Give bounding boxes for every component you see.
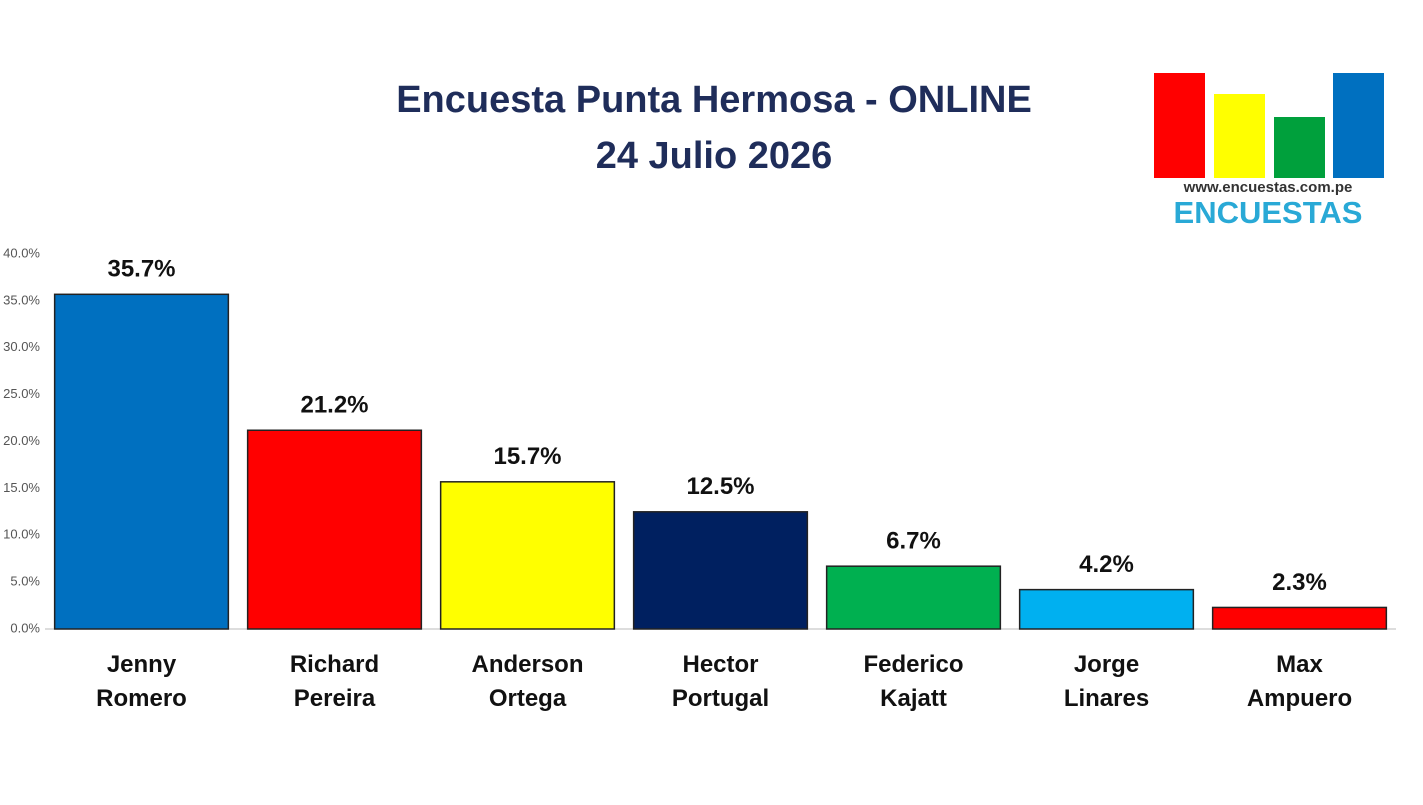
bar — [632, 511, 809, 630]
logo-bar — [1274, 117, 1325, 178]
value-label: 15.7% — [493, 443, 561, 470]
bar — [1018, 588, 1195, 630]
x-tick-label: Max Ampuero — [1246, 651, 1353, 712]
y-tick-label: 15.0% — [3, 480, 40, 495]
value-label: 35.7% — [107, 256, 175, 283]
chart-subtitle: 24 Julio 2026 — [596, 135, 833, 177]
y-tick-label: 20.0% — [3, 433, 40, 448]
y-tick-label: 40.0% — [3, 245, 40, 260]
y-tick-label: 0.0% — [10, 620, 40, 635]
bar — [1211, 606, 1388, 630]
value-label: 21.2% — [300, 392, 368, 419]
logo: www.encuestas.com.pe ENCUESTAS — [1154, 73, 1384, 230]
bar — [246, 429, 423, 630]
value-label: 12.5% — [686, 473, 754, 500]
logo-url: www.encuestas.com.pe — [1183, 179, 1353, 196]
y-tick-label: 30.0% — [3, 339, 40, 354]
value-label: 4.2% — [1079, 551, 1134, 578]
x-tick-label: Hector Portugal — [671, 651, 770, 712]
chart-title: Encuesta Punta Hermosa - ONLINE — [396, 79, 1032, 121]
value-label: 6.7% — [886, 528, 941, 555]
logo-name: ENCUESTAS — [1174, 195, 1363, 230]
y-tick-label: 10.0% — [3, 527, 40, 542]
y-tick-label: 5.0% — [10, 574, 40, 589]
bar — [53, 293, 230, 630]
logo-bar — [1214, 94, 1265, 178]
logo-bar — [1333, 73, 1384, 178]
x-tick-label: Federico Kajatt — [863, 651, 964, 712]
logo-bar — [1154, 73, 1205, 178]
x-tick-label: Anderson Ortega — [471, 651, 584, 712]
value-label: 2.3% — [1272, 569, 1327, 596]
x-tick-label: Richard Pereira — [289, 651, 380, 712]
y-tick-label: 35.0% — [3, 292, 40, 307]
y-tick-label: 25.0% — [3, 386, 40, 401]
bar — [825, 565, 1002, 630]
bar — [439, 481, 616, 630]
x-tick-label: Jenny Romero — [96, 651, 187, 712]
x-tick-label: Jorge Linares — [1063, 651, 1150, 712]
